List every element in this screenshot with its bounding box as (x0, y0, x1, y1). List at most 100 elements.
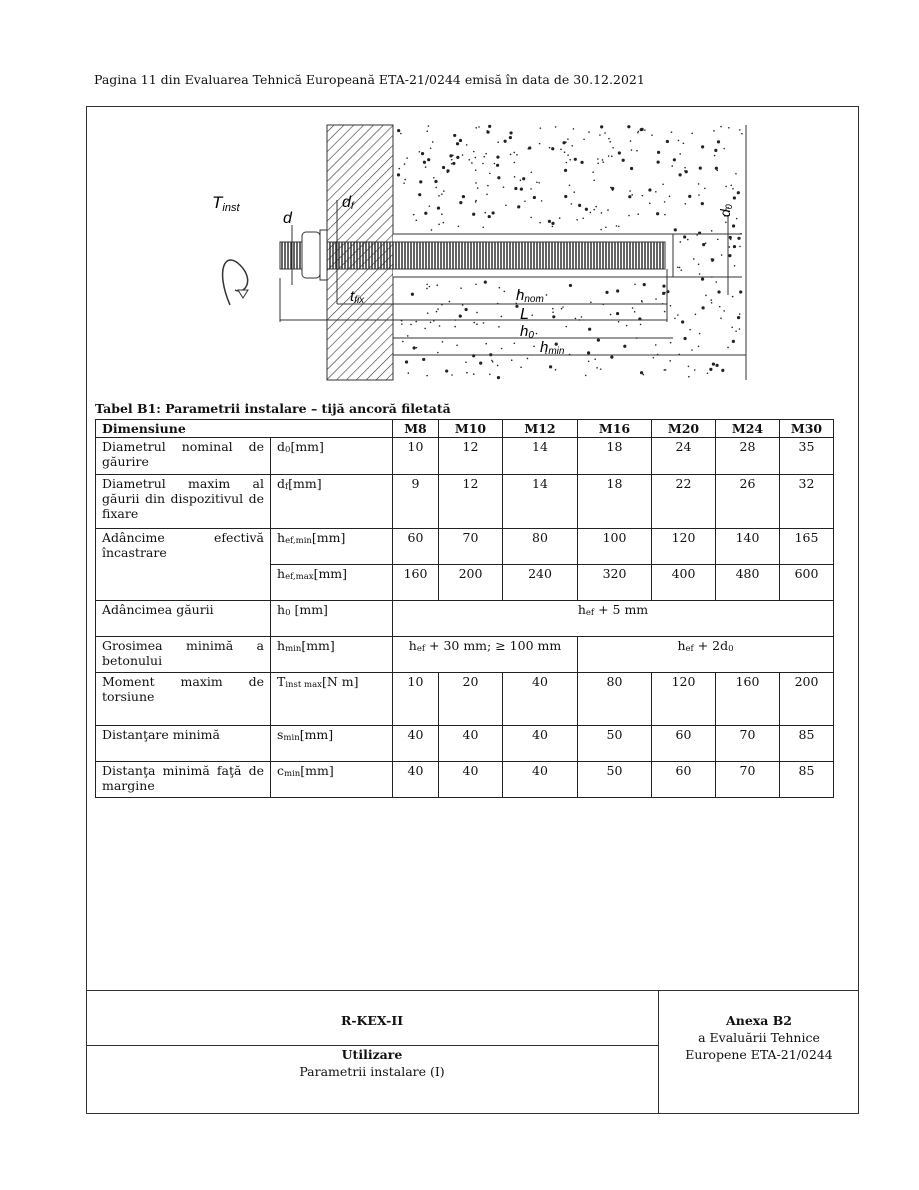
symbol: h (277, 530, 286, 545)
aggregate-dot (710, 302, 713, 304)
aggregate-dot (474, 201, 477, 203)
aggregate-dot (662, 291, 666, 296)
value-cell: 600 (779, 564, 834, 601)
aggregate-dot (438, 223, 440, 226)
threaded-rod (279, 241, 666, 270)
value-cell: 10 (392, 437, 439, 475)
aggregate-dot (683, 235, 687, 239)
aggregate-dot (716, 140, 721, 144)
value-cell: 40 (502, 761, 578, 798)
aggregate-dot (426, 374, 428, 377)
aggregate-dot (683, 336, 687, 341)
aggregate-dot (520, 366, 522, 369)
aggregate-dot (475, 127, 478, 129)
aggregate-dot (451, 374, 453, 376)
aggregate-dot (669, 360, 672, 362)
aggregate-dot (454, 325, 456, 328)
aggregate-dot (720, 254, 723, 256)
row-symbol: h0 [mm] (270, 600, 393, 637)
aggregate-dot (565, 325, 568, 328)
aggregate-dot (711, 260, 713, 263)
header-size: M20 (651, 419, 716, 438)
aggregate-dot (684, 170, 688, 174)
aggregate-dot (612, 146, 614, 149)
row-description: Distanţare minimă (95, 725, 271, 762)
aggregate-dot (662, 183, 664, 186)
aggregate-dot (564, 194, 568, 199)
aggregate-dot (496, 155, 500, 159)
aggregate-dot (563, 151, 566, 154)
aggregate-dot (554, 368, 557, 371)
aggregate-dot (513, 151, 516, 154)
aggregate-dot (700, 202, 704, 206)
table-row: Adâncime efectivă încastrare hef,min[mm] 6… (95, 528, 834, 601)
aggregate-dot (605, 226, 607, 229)
aggregate-dot (616, 289, 620, 293)
aggregate-dot (498, 286, 501, 289)
aggregate-dot (716, 238, 719, 241)
aggregate-dot (656, 212, 660, 216)
value-cell: 40 (392, 725, 439, 762)
table-row: hef,max[mm] 160 200 240 320 400 480 600 (96, 564, 834, 601)
annex-frame (86, 106, 859, 1114)
symbol: h (277, 602, 286, 617)
symbol: c (277, 763, 285, 778)
aggregate-dot (732, 187, 734, 190)
row-symbol: hef,max[mm] (270, 564, 393, 601)
aggregate-dot (696, 234, 699, 236)
value-cell: 26 (715, 474, 780, 529)
aggregate-dot (424, 327, 426, 330)
aggregate-dot (496, 376, 501, 380)
aggregate-dot (738, 313, 741, 315)
aggregate-dot (633, 310, 636, 313)
value-cell: 35 (779, 437, 834, 475)
value-cell: 14 (502, 437, 578, 475)
aggregate-dot (475, 283, 477, 286)
aggregate-dot (701, 306, 705, 310)
aggregate-dot (725, 208, 727, 210)
value-cell: 320 (577, 564, 652, 601)
aggregate-dot (536, 181, 538, 184)
aggregate-dot (715, 363, 719, 367)
merged-value: hef + 5 mm (392, 600, 834, 637)
symbol: d (277, 439, 286, 454)
row-description: Adâncime efectivă încastrare (95, 528, 271, 601)
header-size: M16 (577, 419, 652, 438)
svg-text:tfix: tfix (350, 288, 365, 306)
aggregate-dot (472, 212, 476, 216)
aggregate-dot (588, 131, 590, 133)
symbol-subscript: ef,max (285, 572, 314, 582)
aggregate-dot (608, 137, 610, 140)
footer-section-title: Utilizare (341, 1047, 403, 1062)
aggregate-dot (731, 326, 733, 329)
aggregate-dot (735, 172, 737, 175)
table-row: Distanţa minimă faţă de margine cmin[mm] 4… (95, 761, 834, 798)
aggregate-dot (551, 221, 555, 225)
aggregate-dot (597, 162, 599, 165)
aggregate-dot (729, 238, 732, 241)
aggregate-dot (517, 205, 521, 209)
aggregate-dot (600, 212, 603, 214)
value-cell: 165 (779, 528, 834, 565)
annex-line: Europene ETA-21/0244 (685, 1047, 833, 1062)
svg-text:L: L (520, 306, 529, 323)
aggregate-dot (731, 224, 736, 228)
aggregate-dot (686, 238, 689, 241)
value-cell: 14 (502, 474, 578, 529)
aggregate-dot (428, 285, 431, 288)
aggregate-dot (488, 124, 492, 129)
aggregate-dot (611, 186, 615, 191)
aggregate-dot (441, 193, 443, 195)
aggregate-dot (637, 131, 639, 134)
aggregate-dot (623, 344, 627, 348)
row-symbol: hef,min[mm] (270, 528, 393, 565)
aggregate-dot (412, 213, 415, 216)
aggregate-dot (485, 152, 487, 155)
aggregate-dot (678, 173, 682, 177)
aggregate-dot (720, 317, 722, 320)
row-description: Diametrul maxim al găurii din dispozitiv… (95, 474, 271, 529)
value-cell: 240 (502, 564, 578, 601)
aggregate-dot (547, 219, 552, 223)
aggregate-dot (728, 254, 732, 258)
aggregate-dot (476, 311, 478, 314)
